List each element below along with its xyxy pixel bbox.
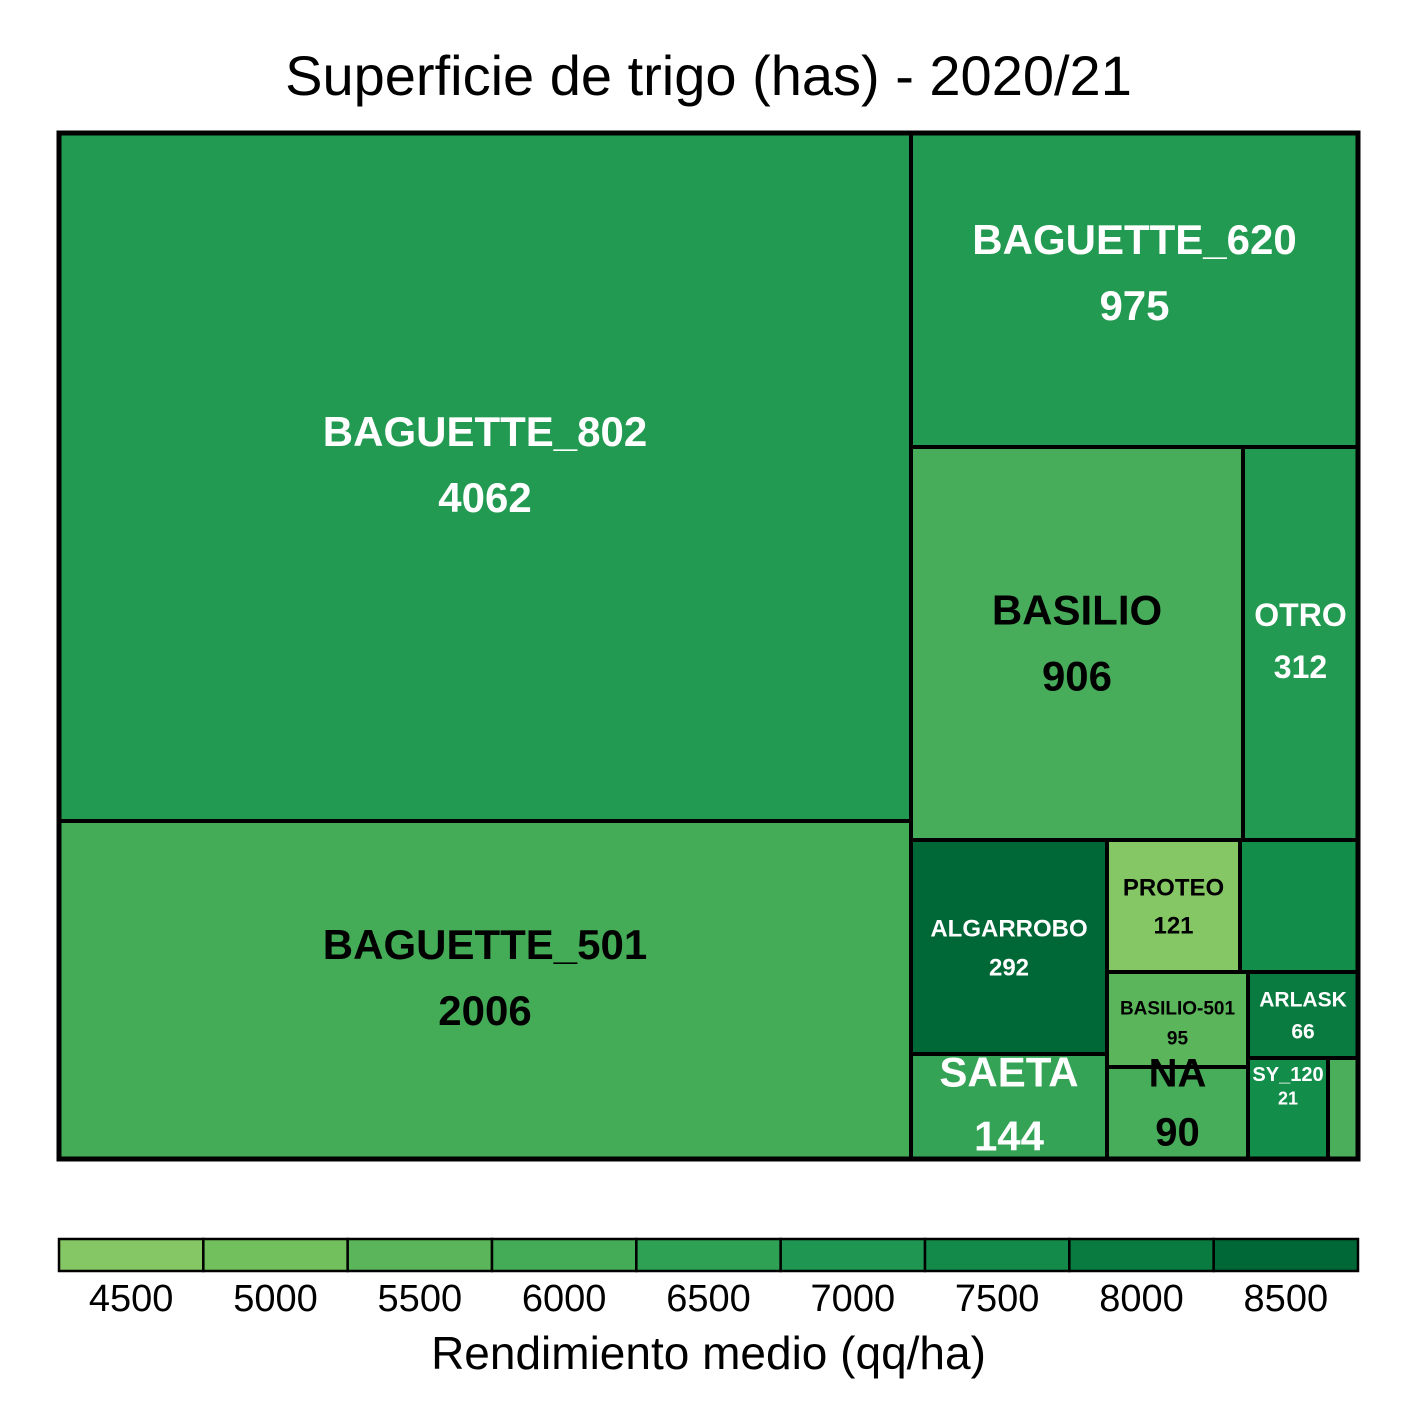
tile-label-arlask: ARLASK — [1259, 989, 1347, 1012]
tile-value-algarrobo: 292 — [989, 954, 1029, 981]
tile-label-baguette-501: BAGUETTE_501 — [323, 921, 647, 968]
legend-swatch-5500 — [346, 1237, 494, 1273]
legend-tick-8000: 8000 — [1099, 1278, 1184, 1320]
legend-swatch-6500 — [635, 1237, 782, 1273]
tile-label-saeta: SAETA — [939, 1049, 1078, 1096]
legend-tick-5000: 5000 — [233, 1278, 318, 1320]
tile-unlabeled-13 — [1326, 1056, 1360, 1161]
tile-value-otro: 312 — [1274, 649, 1327, 685]
legend-tick-7000: 7000 — [811, 1278, 896, 1320]
legend-swatch-5000 — [202, 1237, 349, 1273]
legend-tick-5500: 5500 — [378, 1278, 463, 1320]
tile-label-basilio-501: BASILIO-501 — [1120, 999, 1236, 1020]
tile-label-basilio: BASILIO — [992, 587, 1162, 634]
legend-swatch-7500 — [923, 1237, 1071, 1273]
tile-label-na: NA — [1149, 1052, 1207, 1096]
tile-value-saeta: 144 — [974, 1113, 1045, 1160]
tile-algarrobo — [909, 838, 1109, 1056]
legend-swatch-6000 — [490, 1237, 638, 1273]
tile-unlabeled-8 — [1238, 838, 1360, 974]
tile-label-otro: OTRO — [1254, 597, 1346, 633]
tile-label-algarrobo: ALGARROBO — [930, 915, 1087, 942]
tile-label-proteo: PROTEO — [1123, 874, 1224, 901]
tile-proteo — [1105, 838, 1242, 974]
chart-title: Superficie de trigo (has) - 2020/21 — [285, 44, 1132, 107]
tile-value-arlask: 66 — [1291, 1021, 1314, 1044]
legend-tick-6500: 6500 — [666, 1278, 751, 1320]
tile-value-basilio: 906 — [1042, 653, 1112, 700]
tile-baguette-620 — [909, 131, 1360, 449]
legend-tick-6000: 6000 — [522, 1278, 607, 1320]
legend-swatch-4500 — [57, 1237, 205, 1273]
tile-value-basilio-501: 95 — [1167, 1029, 1189, 1050]
legend-title: Rendimiento medio (qq/ha) — [431, 1327, 986, 1379]
tile-value-baguette-802: 4062 — [438, 474, 531, 521]
tile-value-proteo: 121 — [1153, 912, 1193, 939]
legend-swatch-8500 — [1212, 1237, 1360, 1273]
treemap-border — [56, 130, 1361, 1162]
tile-otro — [1241, 445, 1360, 842]
legend-tick-7500: 7500 — [955, 1278, 1040, 1320]
tile-value-baguette-501: 2006 — [438, 987, 531, 1034]
tile-value-baguette-620: 975 — [1099, 282, 1169, 329]
legend-swatch-8000 — [1068, 1237, 1215, 1273]
legend-tick-8500: 8500 — [1244, 1278, 1329, 1320]
legend-swatch-7000 — [779, 1237, 927, 1273]
tile-label-baguette-802: BAGUETTE_802 — [323, 408, 647, 455]
tile-label-baguette-620: BAGUETTE_620 — [972, 216, 1296, 263]
tile-arlask — [1246, 970, 1360, 1060]
tile-baguette-802 — [57, 131, 913, 823]
tile-baguette-501 — [57, 819, 913, 1161]
tile-value-na: 90 — [1155, 1111, 1200, 1155]
tile-basilio — [909, 445, 1245, 842]
tile-value-sy-120: 21 — [1278, 1088, 1298, 1108]
tile-label-sy-120: SY_120 — [1252, 1064, 1323, 1086]
legend-tick-4500: 4500 — [89, 1278, 174, 1320]
